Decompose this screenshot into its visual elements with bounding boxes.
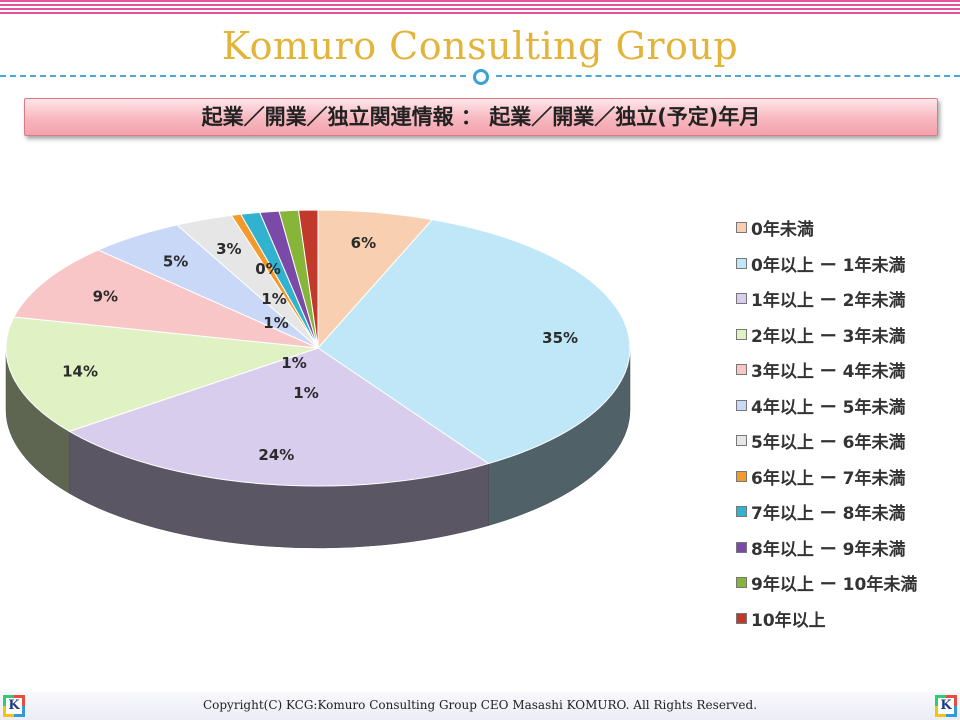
legend-item: 4年以上 ー 5年未満 [736,388,956,424]
data-label: 9% [93,288,118,306]
data-label: 35% [542,329,578,347]
legend-label: 5年以上 ー 6年未満 [751,433,906,454]
data-label: 6% [351,234,376,252]
legend-swatch [736,506,747,518]
data-label: 14% [62,363,98,381]
footer-bar [0,692,960,720]
legend-item: 6年以上 ー 7年未満 [736,459,956,495]
legend-swatch [736,328,747,340]
k-logo-left: K [3,695,25,717]
legend-label: 8年以上 ー 9年未満 [751,539,906,560]
chart-legend: 0年未満 0年以上 ー 1年未満 1年以上 ー 2年未満 2年以上 ー 3年未満 3年以… [736,210,956,636]
data-label: 1% [263,314,288,332]
legend-label: 4年以上 ー 5年未満 [751,397,906,418]
legend-swatch [736,364,747,376]
legend-swatch [736,612,747,624]
legend-label: 10年以上 [751,610,826,631]
legend-label: 1年以上 ー 2年未満 [751,291,906,312]
pie-data-labels: 6% 35% 24% 14% 9% 5% 3% 0% 1% 1% 1% 1% [62,234,578,464]
data-label: 0% [255,260,280,278]
top-stripe-bar [0,0,960,16]
legend-item: 1年以上 ー 2年未満 [736,281,956,317]
circle-dot-icon [473,69,489,85]
pie-slice-1 [317,219,631,465]
divider-left [0,75,466,77]
legend-item: 0年未満 [736,210,956,246]
data-label: 1% [261,290,286,308]
legend-item: 8年以上 ー 9年未満 [736,530,956,566]
legend-swatch [736,435,747,447]
k-logo-right: K [935,695,957,717]
legend-label: 0年未満 [751,220,814,241]
brand-title: Komuro Consulting Group [221,24,739,68]
data-label: 3% [216,240,241,258]
slide-title: 起業／開業／独立関連情報 ： 起業／開業／独立(予定)年月 [24,98,938,136]
legend-label: 2年以上 ー 3年未満 [751,326,906,347]
legend-item: 5年以上 ー 6年未満 [736,423,956,459]
data-label: 1% [293,384,318,402]
pie-slice-3 [5,316,319,432]
legend-swatch [736,577,747,589]
legend-swatch [736,470,747,482]
pie-chart: 6% 35% 24% 14% 9% 5% 3% 0% 1% 1% 1% 1% [5,209,631,549]
pie-slice-4 [13,249,319,349]
legend-swatch [736,399,747,411]
divider-right [496,75,960,77]
pie-slices [5,209,631,487]
legend-label: 3年以上 ー 4年未満 [751,362,906,383]
legend-swatch [736,293,747,305]
k-logo-letter: K [6,698,22,714]
legend-item: 0年以上 ー 1年未満 [736,246,956,282]
legend-item: 2年以上 ー 3年未満 [736,317,956,353]
legend-item: 10年以上 [736,601,956,637]
k-logo-letter: K [938,698,954,714]
legend-label: 6年以上 ー 7年未満 [751,468,906,489]
data-label: 24% [258,446,294,464]
data-label: 1% [281,354,306,372]
legend-item: 3年以上 ー 4年未満 [736,352,956,388]
legend-swatch [736,541,747,553]
legend-item: 7年以上 ー 8年未満 [736,494,956,530]
legend-label: 7年以上 ー 8年未満 [751,504,906,525]
pie-sides [5,347,631,549]
data-label: 5% [163,253,188,271]
copyright-text: Copyright(C) KCG:Komuro Consulting Group… [202,698,758,712]
pie-slice-11 [297,209,319,349]
legend-swatch [736,222,747,234]
legend-item: 9年以上 ー 10年未満 [736,565,956,601]
legend-label: 9年以上 ー 10年未満 [751,575,918,596]
legend-swatch [736,257,747,269]
legend-label: 0年以上 ー 1年未満 [751,255,906,276]
pie-slice-2 [68,347,490,487]
